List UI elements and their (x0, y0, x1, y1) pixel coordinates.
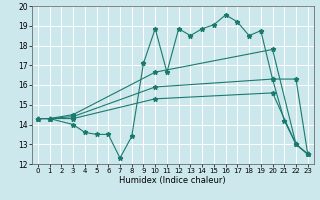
X-axis label: Humidex (Indice chaleur): Humidex (Indice chaleur) (119, 176, 226, 185)
